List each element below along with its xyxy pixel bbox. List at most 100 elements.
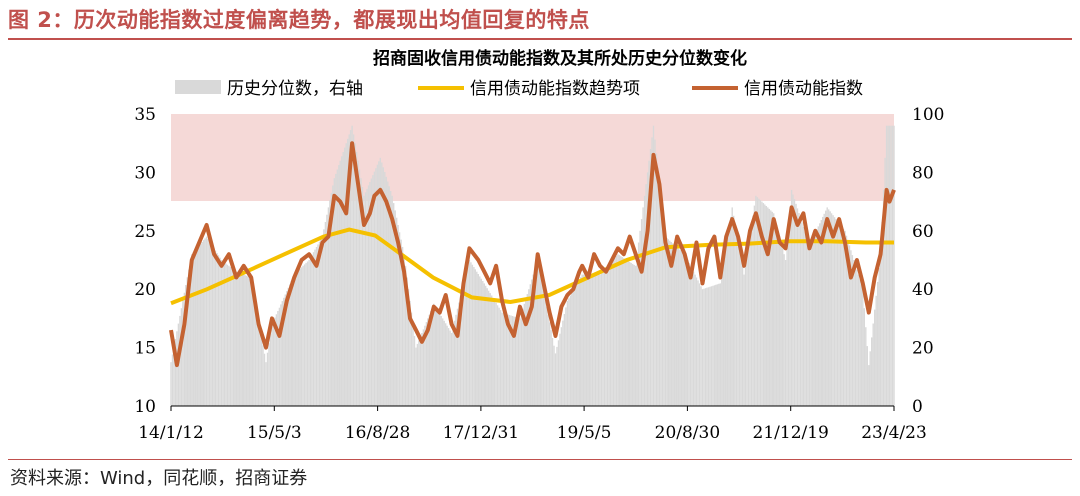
percentile-bar (277, 311, 279, 406)
percentile-bar (407, 289, 410, 406)
percentile-bar (566, 300, 569, 406)
percentile-bar (351, 125, 353, 406)
percentile-bar (597, 274, 600, 406)
percentile-bar (223, 262, 226, 406)
percentile-bar (830, 213, 833, 406)
percentile-bar (312, 252, 315, 406)
percentile-bar (817, 226, 819, 406)
percentile-bar (174, 339, 177, 406)
percentile-bar (482, 281, 484, 406)
percentile-bar (804, 231, 806, 406)
percentile-bar (878, 268, 880, 406)
percentile-bar (639, 230, 641, 406)
percentile-bar (877, 281, 879, 406)
percentile-bar (511, 316, 514, 406)
percentile-bar (615, 255, 618, 406)
percentile-bar (865, 327, 867, 406)
x-tick-label: 20/8/30 (655, 423, 721, 443)
percentile-bar (437, 311, 439, 406)
percentile-bar (605, 267, 607, 406)
percentile-bar (283, 297, 285, 406)
percentile-bar (431, 307, 433, 406)
percentile-bar (246, 275, 248, 406)
percentile-bar (379, 157, 381, 406)
percentile-bar (491, 295, 493, 406)
percentile-bar (401, 246, 404, 406)
percentile-bar (318, 241, 321, 406)
percentile-bar (632, 263, 634, 406)
legend-label-percentile: 历史分位数，右轴 (227, 79, 363, 99)
percentile-bar (637, 242, 640, 406)
percentile-bar (286, 291, 288, 406)
percentile-bar (758, 198, 760, 406)
right-axis-ticks: 0 20 40 60 80 100 (912, 105, 944, 417)
percentile-bar (626, 260, 628, 406)
percentile-bar (534, 269, 536, 406)
percentile-bar (822, 216, 824, 406)
percentile-bar (885, 125, 888, 406)
percentile-bar (581, 274, 583, 406)
right-tick-label: 80 (912, 163, 934, 183)
percentile-bar (526, 294, 528, 406)
percentile-bar (848, 245, 851, 406)
x-tick-label: 23/4/23 (861, 423, 927, 443)
percentile-bar (556, 346, 558, 406)
right-tick-label: 20 (912, 339, 934, 359)
percentile-bar (618, 255, 620, 406)
percentile-bar (272, 320, 275, 406)
percentile-bar (810, 242, 812, 406)
percentile-bar (836, 221, 839, 406)
percentile-bar (442, 318, 444, 406)
percentile-bar (430, 311, 432, 406)
percentile-bar (872, 323, 874, 406)
percentile-bar (712, 285, 714, 406)
percentile-bar (871, 337, 873, 406)
percentile-bar (643, 195, 646, 406)
percentile-bar (378, 161, 380, 406)
percentile-bar (655, 153, 658, 406)
right-tick-label: 100 (912, 105, 944, 125)
percentile-bar (645, 184, 647, 406)
percentile-bar (260, 336, 263, 406)
percentile-bar (672, 243, 674, 406)
percentile-bar (542, 291, 545, 406)
trend-line (170, 227, 894, 306)
percentile-bar (400, 239, 402, 406)
percentile-bar (583, 274, 585, 406)
percentile-bar (450, 333, 453, 406)
percentile-bar (257, 319, 260, 406)
percentile-bar (649, 149, 652, 406)
percentile-bar (355, 152, 358, 406)
percentile-bar (667, 239, 669, 406)
right-tick-label: 40 (912, 280, 934, 300)
percentile-bar (860, 284, 862, 406)
percentile-bar (703, 288, 705, 406)
percentile-bar (685, 257, 687, 406)
percentile-bars (170, 125, 895, 407)
percentile-bar (449, 330, 451, 406)
percentile-bar (550, 330, 552, 406)
percentile-bar (646, 172, 649, 406)
percentile-bar (591, 274, 594, 406)
percentile-bar (764, 204, 766, 406)
percentile-bar (338, 165, 340, 406)
percentile-bar (847, 240, 849, 406)
percentile-bar (614, 257, 616, 406)
percentile-bar (195, 248, 197, 406)
legend-label-index: 信用债动能指数 (744, 79, 863, 99)
percentile-bar (182, 300, 184, 406)
percentile-bar (278, 307, 281, 406)
percentile-bar (779, 236, 781, 406)
percentile-bar (296, 271, 298, 406)
percentile-bar (514, 316, 517, 406)
percentile-bar (868, 365, 870, 406)
percentile-bar (735, 232, 738, 406)
percentile-bar (231, 268, 233, 406)
percentile-bar (692, 271, 695, 406)
percentile-bar (422, 329, 425, 406)
percentile-bar (213, 248, 215, 406)
percentile-bar (329, 200, 331, 406)
percentile-bar (746, 254, 748, 406)
percentile-bar (727, 235, 729, 406)
percentile-bar (488, 290, 490, 406)
